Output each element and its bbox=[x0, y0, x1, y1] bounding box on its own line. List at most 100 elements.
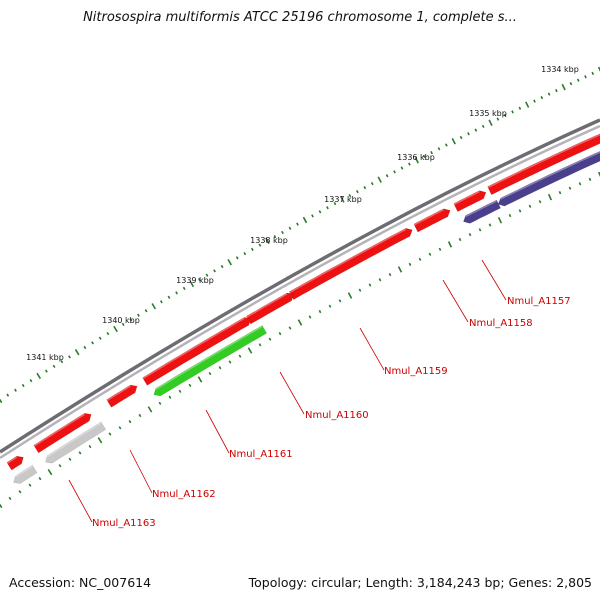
tick-mark bbox=[547, 193, 553, 201]
tick-mark bbox=[6, 393, 10, 397]
tick-mark bbox=[497, 217, 503, 224]
tick-mark bbox=[106, 331, 110, 336]
leader-line bbox=[442, 279, 469, 323]
tick-mark bbox=[302, 216, 308, 224]
tick-mark bbox=[0, 398, 3, 404]
tick-mark bbox=[528, 204, 532, 208]
tick-mark bbox=[547, 92, 551, 96]
gene-arrow-reverse-highlight bbox=[46, 422, 102, 458]
gene-arrow-forward bbox=[453, 190, 487, 212]
tick-mark bbox=[21, 383, 25, 388]
tick-mark bbox=[278, 331, 282, 336]
tick-mark bbox=[288, 326, 292, 330]
tick-mark bbox=[347, 292, 353, 299]
tick-mark bbox=[588, 177, 592, 181]
leader-line bbox=[481, 259, 507, 301]
gene-label: Nmul_A1162 bbox=[152, 489, 216, 500]
tick-mark bbox=[197, 277, 201, 282]
tick-mark bbox=[208, 371, 212, 376]
tick-mark bbox=[447, 241, 453, 248]
tick-label: 1334 kbp bbox=[541, 65, 579, 74]
tick-mark bbox=[363, 185, 367, 190]
gene-label: Nmul_A1161 bbox=[229, 449, 293, 460]
accession-text: Accession: NC_007614 bbox=[9, 575, 152, 590]
gene-arrow-forward bbox=[106, 384, 138, 408]
tick-mark bbox=[8, 496, 12, 500]
tick-mark bbox=[159, 300, 163, 304]
backbone-line bbox=[0, 118, 600, 454]
gene-label: Nmul_A1158 bbox=[469, 318, 533, 329]
tick-mark bbox=[235, 256, 239, 260]
gene-arrow-forward bbox=[487, 133, 600, 196]
tick-mark bbox=[445, 143, 448, 147]
tick-mark bbox=[68, 457, 72, 461]
tick-mark bbox=[368, 283, 372, 287]
tick-mark bbox=[147, 406, 153, 413]
gene-arrow-reverse bbox=[45, 421, 107, 464]
gene-arrow-reverse-highlight bbox=[465, 200, 497, 217]
leader-line bbox=[359, 327, 385, 371]
tick-label: 1335 kbp bbox=[469, 109, 507, 118]
tick-mark bbox=[74, 349, 80, 356]
gene-arrow-forward-highlight bbox=[106, 385, 131, 402]
tick-mark bbox=[121, 322, 125, 327]
gene-arrow-reverse-highlight bbox=[500, 151, 600, 200]
backbone-line bbox=[0, 124, 600, 460]
tick-mark bbox=[29, 379, 33, 383]
tick-mark bbox=[297, 319, 303, 326]
tick-mark bbox=[205, 273, 209, 277]
gene-arrow-forward bbox=[288, 228, 413, 300]
gene-arrow-forward-highlight bbox=[453, 190, 480, 206]
tick-mark bbox=[458, 237, 462, 242]
gene-arrow-forward bbox=[33, 413, 92, 454]
leader-line bbox=[279, 371, 305, 415]
tick-mark bbox=[378, 278, 382, 282]
map-title: Nitrosospira multiformis ATCC 25196 chro… bbox=[83, 10, 517, 25]
tick-mark bbox=[36, 372, 42, 380]
tick-mark bbox=[91, 341, 94, 345]
tick-mark bbox=[281, 230, 284, 235]
tick-mark bbox=[558, 191, 562, 195]
tick-mark bbox=[296, 222, 299, 226]
tick-mark bbox=[258, 243, 262, 247]
gene-label: Nmul_A1157 bbox=[507, 296, 571, 307]
gene-arrow-forward-highlight bbox=[288, 228, 407, 294]
tick-mark bbox=[78, 451, 82, 455]
tick-mark bbox=[326, 206, 329, 210]
gene-arrow-forward bbox=[245, 292, 295, 325]
tick-mark bbox=[328, 304, 332, 308]
tick-mark bbox=[129, 318, 133, 322]
tick-mark bbox=[400, 166, 404, 170]
gene-label: Nmul_A1159 bbox=[384, 366, 448, 377]
tick-labels: 1334 kbp 1335 kbp 1336 kbp 1337 kbp 1338 kbp… bbox=[26, 65, 579, 362]
tick-mark bbox=[597, 66, 600, 72]
gene-labels: Nmul_A1157 Nmul_A1158 Nmul_A1159 Nmul_A1160… bbox=[92, 296, 571, 529]
tick-mark bbox=[28, 483, 32, 487]
tick-mark bbox=[318, 309, 322, 314]
tick-mark bbox=[268, 337, 272, 341]
tick-mark bbox=[340, 196, 345, 203]
gene-arrow-forward-highlight bbox=[142, 317, 245, 380]
tick-mark bbox=[518, 106, 522, 110]
gene-arrow-forward bbox=[142, 317, 252, 386]
tick-mark bbox=[478, 228, 482, 232]
gene-arrow-forward-highlight bbox=[413, 209, 445, 226]
tick-mark bbox=[459, 135, 463, 140]
tick-mark bbox=[568, 186, 572, 190]
tick-mark bbox=[144, 309, 148, 313]
tick-mark bbox=[265, 237, 270, 245]
tick-mark bbox=[518, 209, 522, 213]
tick-mark bbox=[385, 174, 389, 178]
tick-mark bbox=[576, 78, 580, 82]
tick-mark bbox=[370, 182, 374, 186]
tick-mark bbox=[525, 101, 530, 108]
tick-mark bbox=[138, 413, 142, 418]
tick-mark bbox=[338, 299, 342, 303]
tick-mark bbox=[227, 259, 232, 266]
tick-mark bbox=[397, 266, 403, 273]
tick-mark bbox=[44, 369, 48, 373]
gene-arrow-reverse bbox=[153, 325, 268, 397]
tick-mark bbox=[569, 82, 573, 86]
gene-arrow-forward-highlight bbox=[487, 133, 600, 189]
tick-label: 1337 kbp bbox=[324, 195, 362, 204]
